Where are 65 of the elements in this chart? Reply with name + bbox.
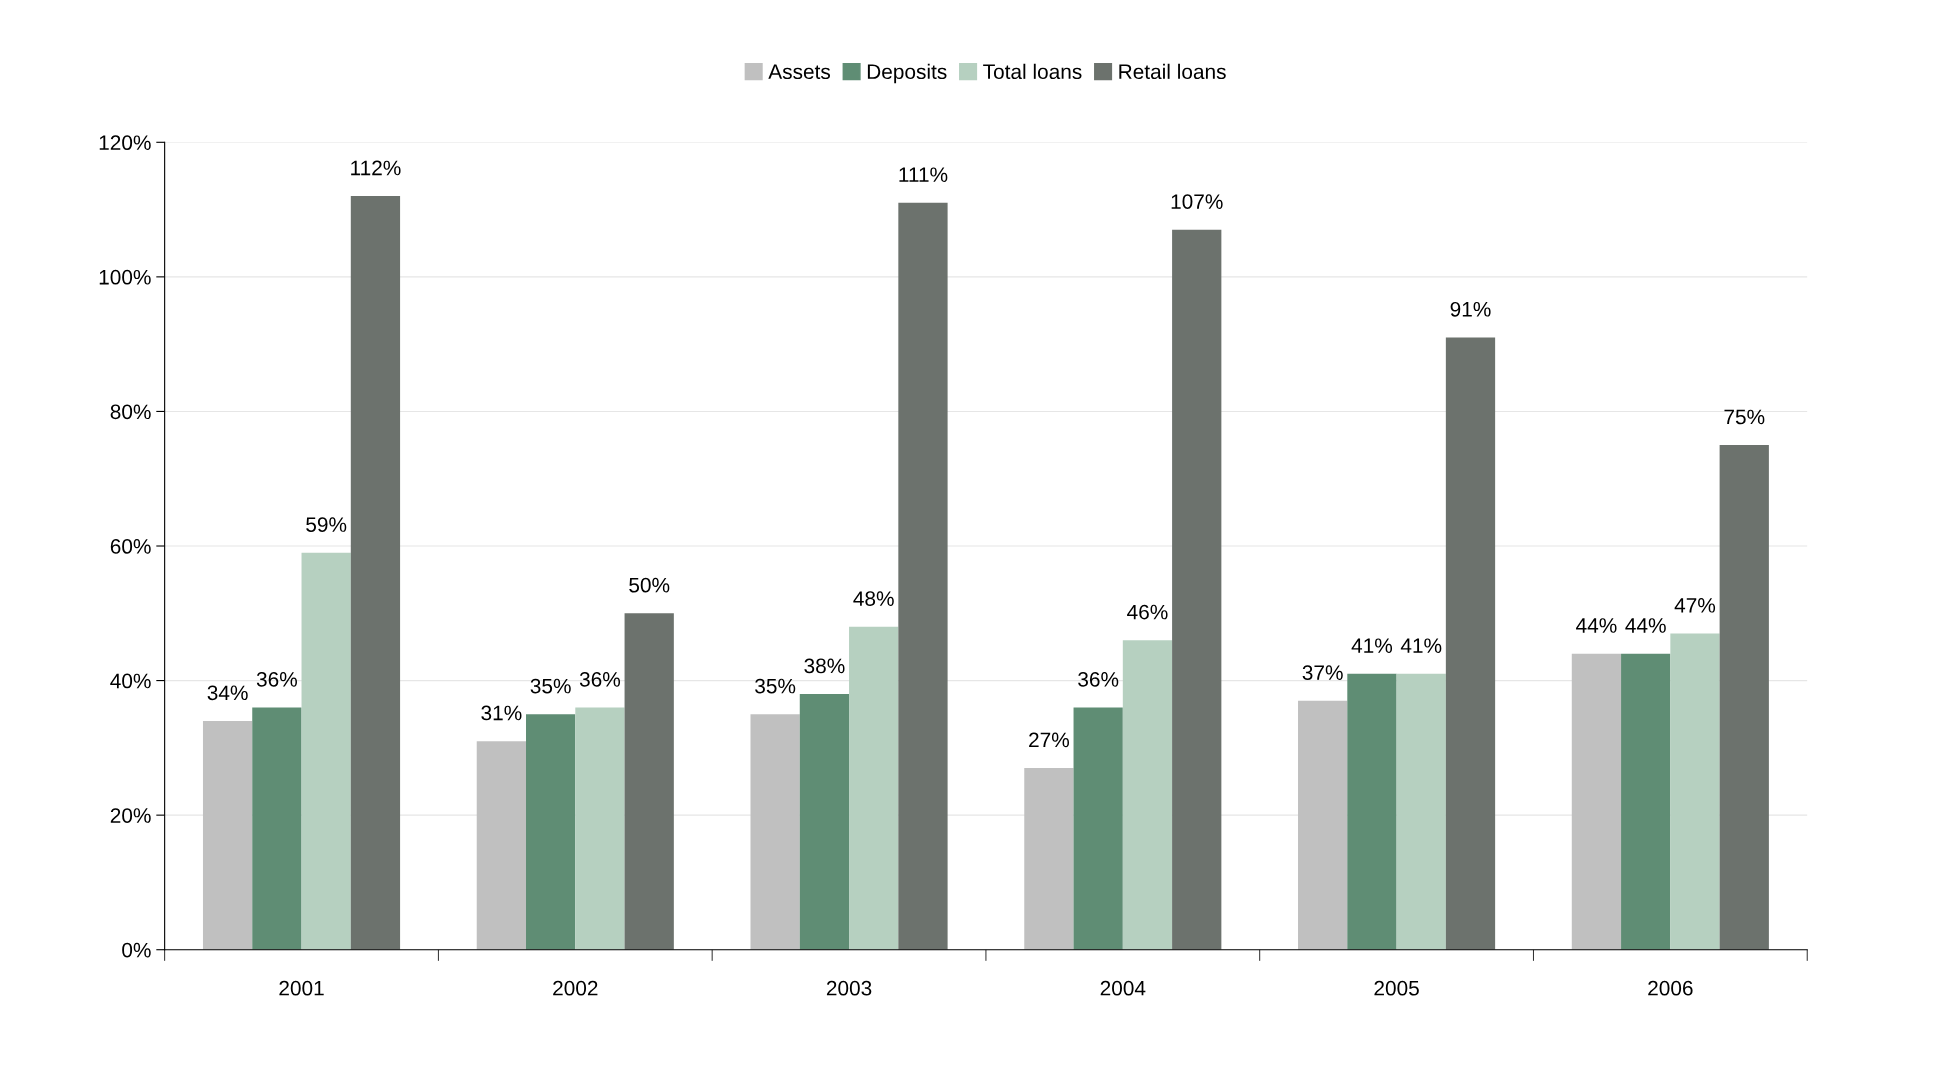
x-tick-label: 2006 <box>1648 980 1693 996</box>
data-label: 35% <box>755 678 796 694</box>
x-tick-label: 2004 <box>1100 980 1146 996</box>
data-label: 112% <box>351 160 401 176</box>
data-label: 27% <box>1029 732 1070 748</box>
data-label: 36% <box>579 671 621 687</box>
data-label: 38% <box>804 658 845 674</box>
bar <box>202 720 253 950</box>
data-label: 34% <box>207 685 248 701</box>
x-tick-label: 2005 <box>1374 980 1419 996</box>
bar <box>1298 700 1348 950</box>
data-label: 36% <box>256 671 297 687</box>
data-label: 36% <box>1078 671 1119 687</box>
bar <box>1396 673 1446 950</box>
legend-label: Total loans <box>983 63 1082 80</box>
bar <box>252 707 302 950</box>
bar <box>1347 673 1397 950</box>
legend-label: Assets <box>768 64 831 80</box>
data-label: 48% <box>853 591 894 606</box>
x-tick-label: 2001 <box>279 980 324 996</box>
bar <box>1172 229 1222 950</box>
data-label: 41% <box>1351 638 1393 653</box>
bar <box>575 707 625 950</box>
data-label: 35% <box>530 678 571 694</box>
bar <box>1073 707 1123 950</box>
data-label: 37% <box>1302 665 1343 680</box>
bar <box>350 196 401 950</box>
data-label: 46% <box>1127 604 1168 620</box>
bar <box>1670 633 1720 950</box>
bar <box>476 741 527 950</box>
y-tick-label: 100% <box>99 269 151 285</box>
data-label: 75% <box>1724 409 1765 425</box>
bar <box>1445 337 1496 950</box>
bar <box>1571 653 1622 950</box>
bar <box>1719 445 1769 950</box>
bar <box>799 694 850 950</box>
x-tick-label: 2002 <box>553 980 598 996</box>
data-label: 31% <box>481 705 522 721</box>
data-label: 50% <box>629 577 670 593</box>
bar <box>526 714 576 950</box>
legend-label: Retail loans <box>1119 63 1226 80</box>
y-tick-label: 60% <box>110 539 151 554</box>
bar <box>1122 640 1173 950</box>
y-tick-label: 0% <box>122 942 151 958</box>
data-label: 91% <box>1450 301 1491 317</box>
data-label: 111% <box>899 167 948 182</box>
bar <box>301 552 351 950</box>
data-label: 47% <box>1674 598 1716 613</box>
bar <box>1621 653 1671 950</box>
y-tick-label: 40% <box>110 673 151 689</box>
data-label: 59% <box>306 517 347 532</box>
data-label: 44% <box>1576 618 1617 633</box>
x-tick-label: 2003 <box>826 980 872 996</box>
data-label: 41% <box>1400 638 1442 653</box>
data-label: 44% <box>1625 618 1666 633</box>
y-tick-label: 20% <box>110 808 151 823</box>
bar <box>624 613 674 950</box>
y-tick-label: 80% <box>110 404 151 420</box>
data-label: 107% <box>1171 194 1223 209</box>
legend-label: Deposits <box>867 63 947 84</box>
bar <box>1024 768 1074 950</box>
y-tick-label: 120% <box>99 135 151 151</box>
bar <box>750 714 800 950</box>
bar <box>849 626 899 950</box>
bar <box>898 202 948 950</box>
